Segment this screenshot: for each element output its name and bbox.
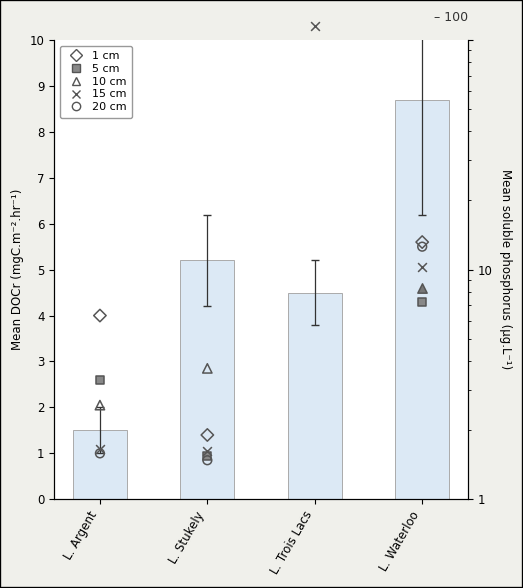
Bar [288, 293, 342, 499]
Point [203, 430, 211, 440]
Point [418, 263, 426, 272]
Legend: 1 cm, 5 cm, 10 cm, 15 cm, 20 cm: 1 cm, 5 cm, 10 cm, 15 cm, 20 cm [60, 45, 132, 118]
Point [203, 456, 211, 465]
Point [418, 238, 426, 247]
Point [418, 283, 426, 293]
Point [96, 449, 104, 458]
Point [96, 311, 104, 320]
Point [96, 400, 104, 410]
Point [418, 297, 426, 306]
Point [203, 363, 211, 373]
Point [203, 451, 211, 460]
Bar [73, 430, 127, 499]
Bar [180, 260, 234, 499]
Point [96, 375, 104, 385]
Point [96, 444, 104, 453]
Point [418, 242, 426, 251]
Y-axis label: Mean DOCr (mgC.m⁻².hr⁻¹): Mean DOCr (mgC.m⁻².hr⁻¹) [11, 189, 24, 350]
Point [203, 446, 211, 456]
Point [311, 22, 319, 31]
Bar [395, 100, 449, 499]
Text: – 100: – 100 [434, 11, 468, 24]
Y-axis label: Mean soluble phosphorus (μg.L⁻¹): Mean soluble phosphorus (μg.L⁻¹) [499, 169, 512, 370]
